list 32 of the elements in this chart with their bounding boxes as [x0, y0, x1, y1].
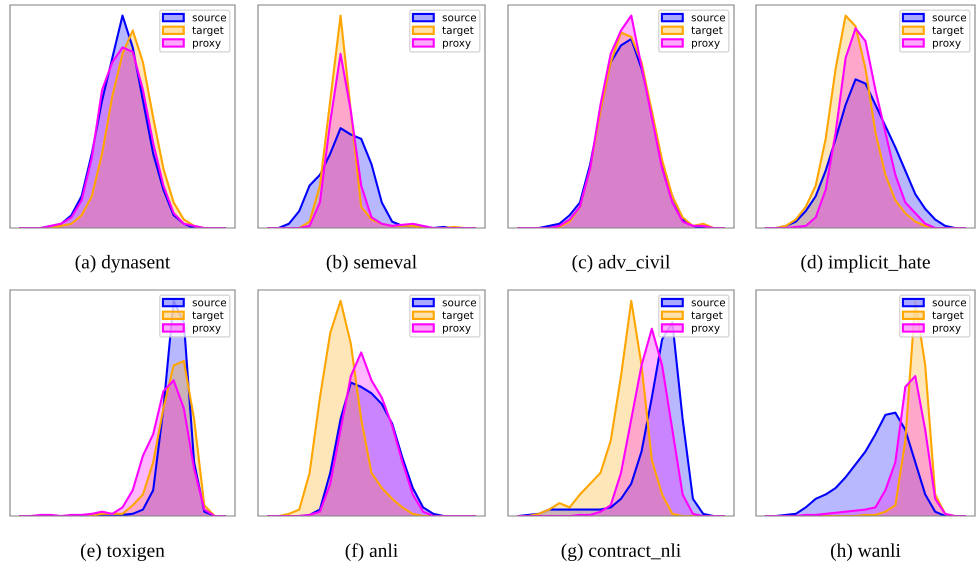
legend-label: source [692, 300, 726, 306]
text: (f) anli [346, 543, 398, 562]
text: (c) adv_civil [572, 254, 670, 272]
text: (a) dynasent [76, 254, 170, 273]
legend-label: source [442, 300, 476, 306]
text: (h) wanli [830, 543, 900, 561]
legend-label: target [442, 26, 474, 36]
text: (g) contract_nli [562, 543, 681, 562]
text: (e) toxigen [80, 543, 165, 562]
legend-label: proxy [933, 326, 961, 334]
legend-label: source [932, 15, 966, 22]
legend-label: target [442, 312, 474, 322]
legend-label: target [691, 312, 723, 322]
legend-label: proxy [933, 40, 961, 49]
text: (d) implicit_hate [801, 254, 930, 272]
legend-label: proxy [692, 40, 720, 49]
legend-label: source [692, 15, 726, 22]
text: (b) semeval [326, 254, 417, 272]
legend-label: source [932, 300, 966, 306]
legend-label: target [932, 26, 964, 36]
legend-label: target [192, 312, 224, 322]
legend-label: target [691, 26, 723, 36]
legend-label: source [192, 15, 226, 22]
legend-label: proxy [193, 326, 221, 334]
legend-label: target [192, 26, 224, 36]
legend-label: source [192, 300, 226, 306]
legend-label: proxy [443, 40, 471, 49]
legend-label: source [442, 15, 476, 22]
legend-label: target [932, 312, 964, 322]
legend-label: proxy [692, 326, 720, 334]
legend-label: proxy [193, 40, 221, 49]
legend-label: proxy [443, 326, 471, 334]
